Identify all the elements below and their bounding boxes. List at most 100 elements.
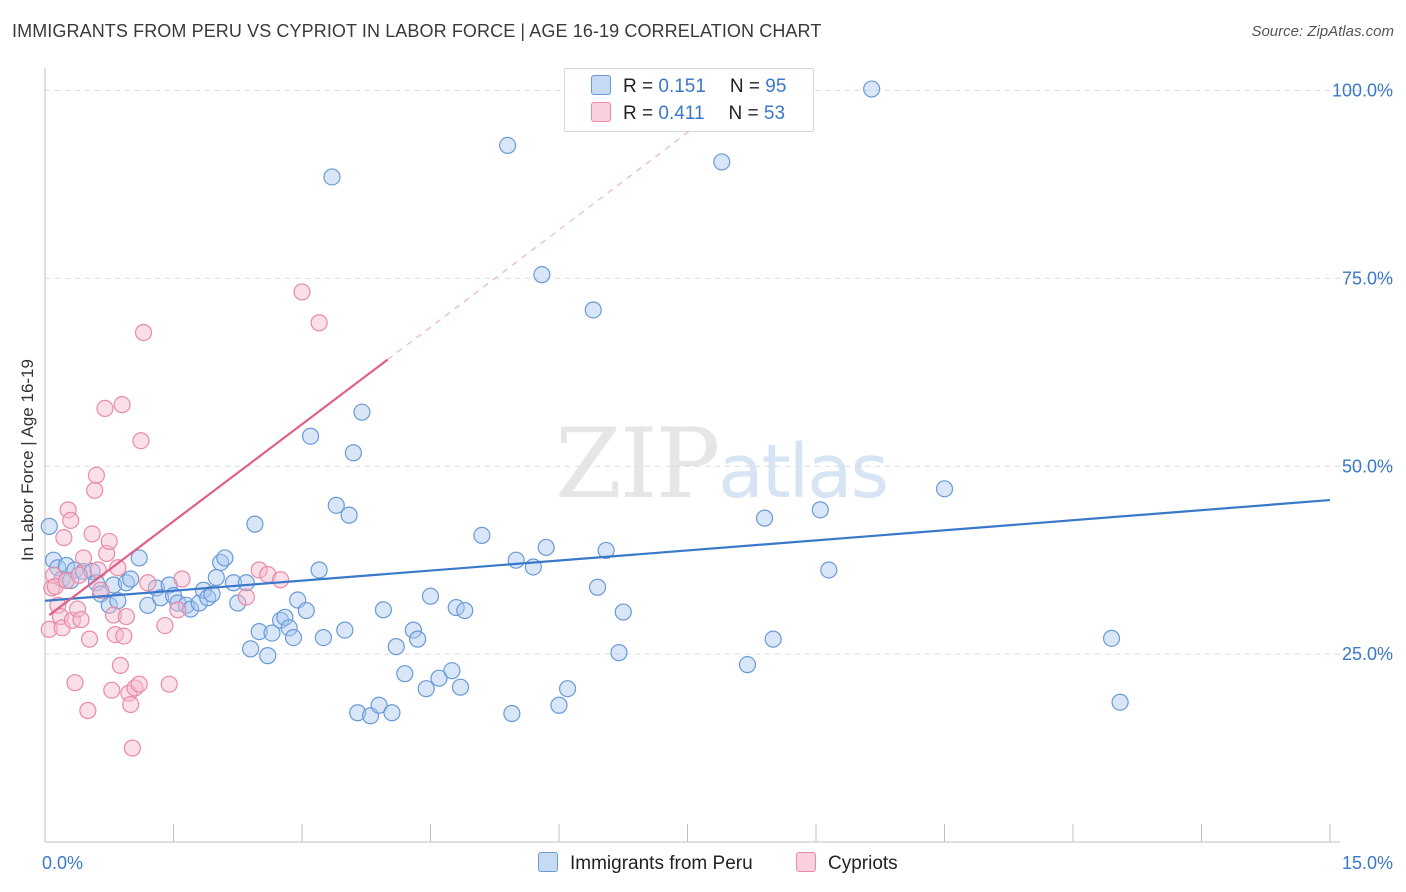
- peru-point: [1111, 693, 1129, 711]
- legend-row-peru: R = 0.151 N = 95: [591, 75, 786, 99]
- peru-point: [374, 601, 392, 619]
- watermark-zip: ZIP: [555, 408, 720, 520]
- source-credit: Source: ZipAtlas.com: [1251, 23, 1394, 40]
- x-tick-label: 0.0%: [42, 853, 83, 873]
- cypriot-point: [89, 561, 107, 579]
- y-tick-label: 75.0%: [1342, 268, 1393, 288]
- peru-point: [387, 638, 405, 656]
- peru-point: [738, 656, 757, 674]
- peru-point: [216, 549, 234, 567]
- peru-point: [451, 678, 470, 696]
- peru-point: [259, 647, 277, 665]
- cypriot-point: [111, 656, 129, 675]
- peru-point: [336, 621, 354, 639]
- peru-point: [242, 640, 260, 658]
- y-tick-label: 50.0%: [1342, 456, 1393, 476]
- peru-point: [104, 576, 123, 594]
- peru-point: [323, 168, 341, 186]
- cypriot-point: [250, 561, 268, 579]
- axes: [44, 68, 1340, 843]
- peru-points: [40, 80, 1129, 725]
- peru-point: [182, 600, 200, 618]
- legend-n-label: N =: [729, 76, 766, 97]
- watermark-atlas: atlas: [718, 429, 889, 515]
- peru-point: [327, 496, 345, 514]
- peru-point: [755, 509, 774, 527]
- cypriot-point: [160, 675, 178, 693]
- cypriot-point: [103, 681, 121, 699]
- cypriot-point: [74, 549, 93, 567]
- cypriot-trend-line: [48, 358, 389, 616]
- y-tick-label: 25.0%: [1342, 644, 1393, 664]
- cypriot-point: [173, 570, 191, 588]
- cypriot-point: [72, 610, 90, 629]
- cypriot-point: [46, 577, 64, 596]
- peru-point: [1102, 629, 1121, 647]
- peru-point: [533, 266, 551, 284]
- bottom-legend-peru: Immigrants from Peru: [538, 852, 753, 875]
- peru-point: [430, 669, 448, 687]
- peru-point: [537, 538, 555, 557]
- peru-point: [863, 80, 881, 98]
- peru-point: [421, 587, 440, 605]
- cypriot-point: [310, 314, 328, 332]
- peru-point: [584, 301, 602, 319]
- peru-point: [610, 644, 628, 662]
- cypriot-point: [96, 399, 114, 418]
- cypriot-point: [106, 625, 124, 644]
- peru-point: [811, 501, 829, 519]
- peru-point: [62, 571, 80, 590]
- cypriot-point: [156, 616, 174, 635]
- peru-point: [344, 444, 362, 462]
- peru-point: [340, 506, 358, 524]
- cypriot-point: [86, 481, 104, 499]
- cypriot-point: [57, 571, 76, 590]
- x-tick-label: 15.0%: [1342, 853, 1393, 873]
- cypriot-trend-extension: [387, 112, 714, 361]
- peru-point: [203, 585, 221, 603]
- peru-point: [507, 551, 525, 569]
- peru-point: [301, 427, 320, 445]
- peru-point: [764, 630, 782, 648]
- cypriot-point: [100, 532, 118, 551]
- peru-point: [237, 574, 255, 592]
- legend-r-value: 0.151: [658, 76, 706, 97]
- peru-point: [349, 704, 367, 722]
- legend-r-label: R =: [623, 76, 659, 97]
- peru-point: [314, 629, 333, 647]
- cypriot-point: [49, 596, 67, 614]
- legend-r-value: 0.411: [658, 103, 705, 124]
- peru-point: [417, 680, 435, 698]
- peru-point: [280, 619, 298, 637]
- cypriot-point: [66, 674, 84, 692]
- legend-r-label: R =: [623, 103, 659, 124]
- peru-point: [207, 568, 225, 587]
- peru-point: [404, 621, 422, 639]
- cypriot-point: [122, 695, 140, 714]
- peru-point: [370, 696, 388, 714]
- cypriot-point: [123, 739, 141, 757]
- peru-point: [383, 704, 401, 722]
- cypriot-point: [134, 323, 153, 342]
- legend-swatch-cypriots: [591, 102, 611, 122]
- peru-point: [100, 596, 118, 614]
- cypriot-point: [115, 627, 133, 645]
- legend-n-value: 95: [765, 76, 787, 97]
- bottom-legend-swatch-cypriots: [796, 852, 816, 872]
- peru-point: [588, 578, 607, 596]
- peru-trend-line: [44, 498, 1331, 602]
- peru-point: [550, 696, 568, 714]
- peru-point: [820, 561, 838, 579]
- peru-point: [139, 596, 157, 614]
- legend-swatch-peru: [591, 75, 611, 95]
- peru-point: [229, 594, 247, 612]
- cypriot-point: [132, 432, 150, 450]
- peru-point: [473, 526, 491, 545]
- cypriot-point: [139, 574, 157, 592]
- peru-point: [443, 662, 461, 680]
- peru-point: [503, 704, 521, 723]
- cypriot-point: [237, 588, 255, 606]
- cypriot-point: [59, 501, 77, 519]
- cypriot-point: [55, 529, 73, 547]
